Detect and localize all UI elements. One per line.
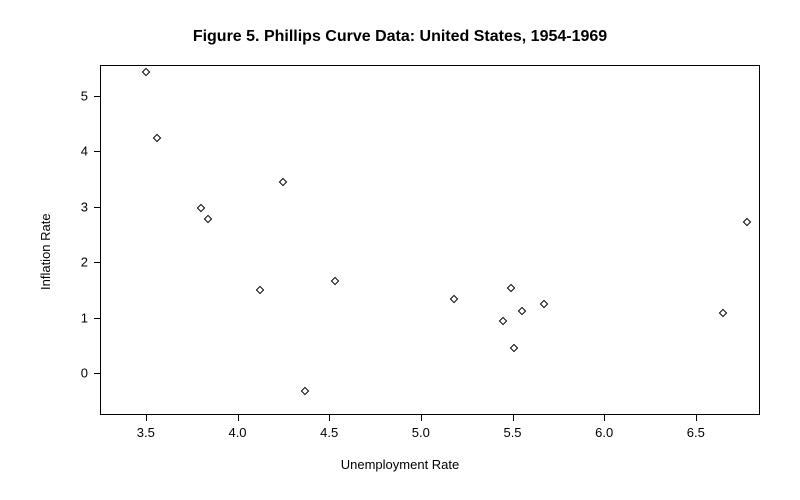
- x-tick: [421, 415, 422, 421]
- x-tick-label: 4.5: [320, 425, 338, 440]
- y-tick-label: 3: [70, 199, 88, 214]
- y-tick-label: 4: [70, 144, 88, 159]
- x-axis-label: Unemployment Rate: [0, 457, 800, 472]
- y-tick: [94, 373, 100, 374]
- x-tick-label: 4.0: [228, 425, 246, 440]
- y-tick-label: 2: [70, 255, 88, 270]
- x-tick-label: 5.0: [412, 425, 430, 440]
- y-tick: [94, 207, 100, 208]
- x-tick: [604, 415, 605, 421]
- x-tick-label: 5.5: [503, 425, 521, 440]
- x-tick-label: 6.0: [595, 425, 613, 440]
- x-tick-label: 3.5: [137, 425, 155, 440]
- y-axis-label: Inflation Rate: [38, 213, 53, 290]
- x-tick: [238, 415, 239, 421]
- chart-container: { "chart": { "type": "scatter", "title":…: [0, 0, 800, 500]
- y-tick: [94, 151, 100, 152]
- chart-title: Figure 5. Phillips Curve Data: United St…: [0, 28, 800, 46]
- x-tick: [696, 415, 697, 421]
- x-tick: [329, 415, 330, 421]
- x-tick-label: 6.5: [687, 425, 705, 440]
- x-tick: [513, 415, 514, 421]
- y-tick-label: 1: [70, 310, 88, 325]
- y-tick-label: 5: [70, 88, 88, 103]
- y-tick-label: 0: [70, 366, 88, 381]
- y-tick: [94, 96, 100, 97]
- plot-area: [100, 65, 760, 415]
- y-tick: [94, 318, 100, 319]
- x-tick: [146, 415, 147, 421]
- y-tick: [94, 262, 100, 263]
